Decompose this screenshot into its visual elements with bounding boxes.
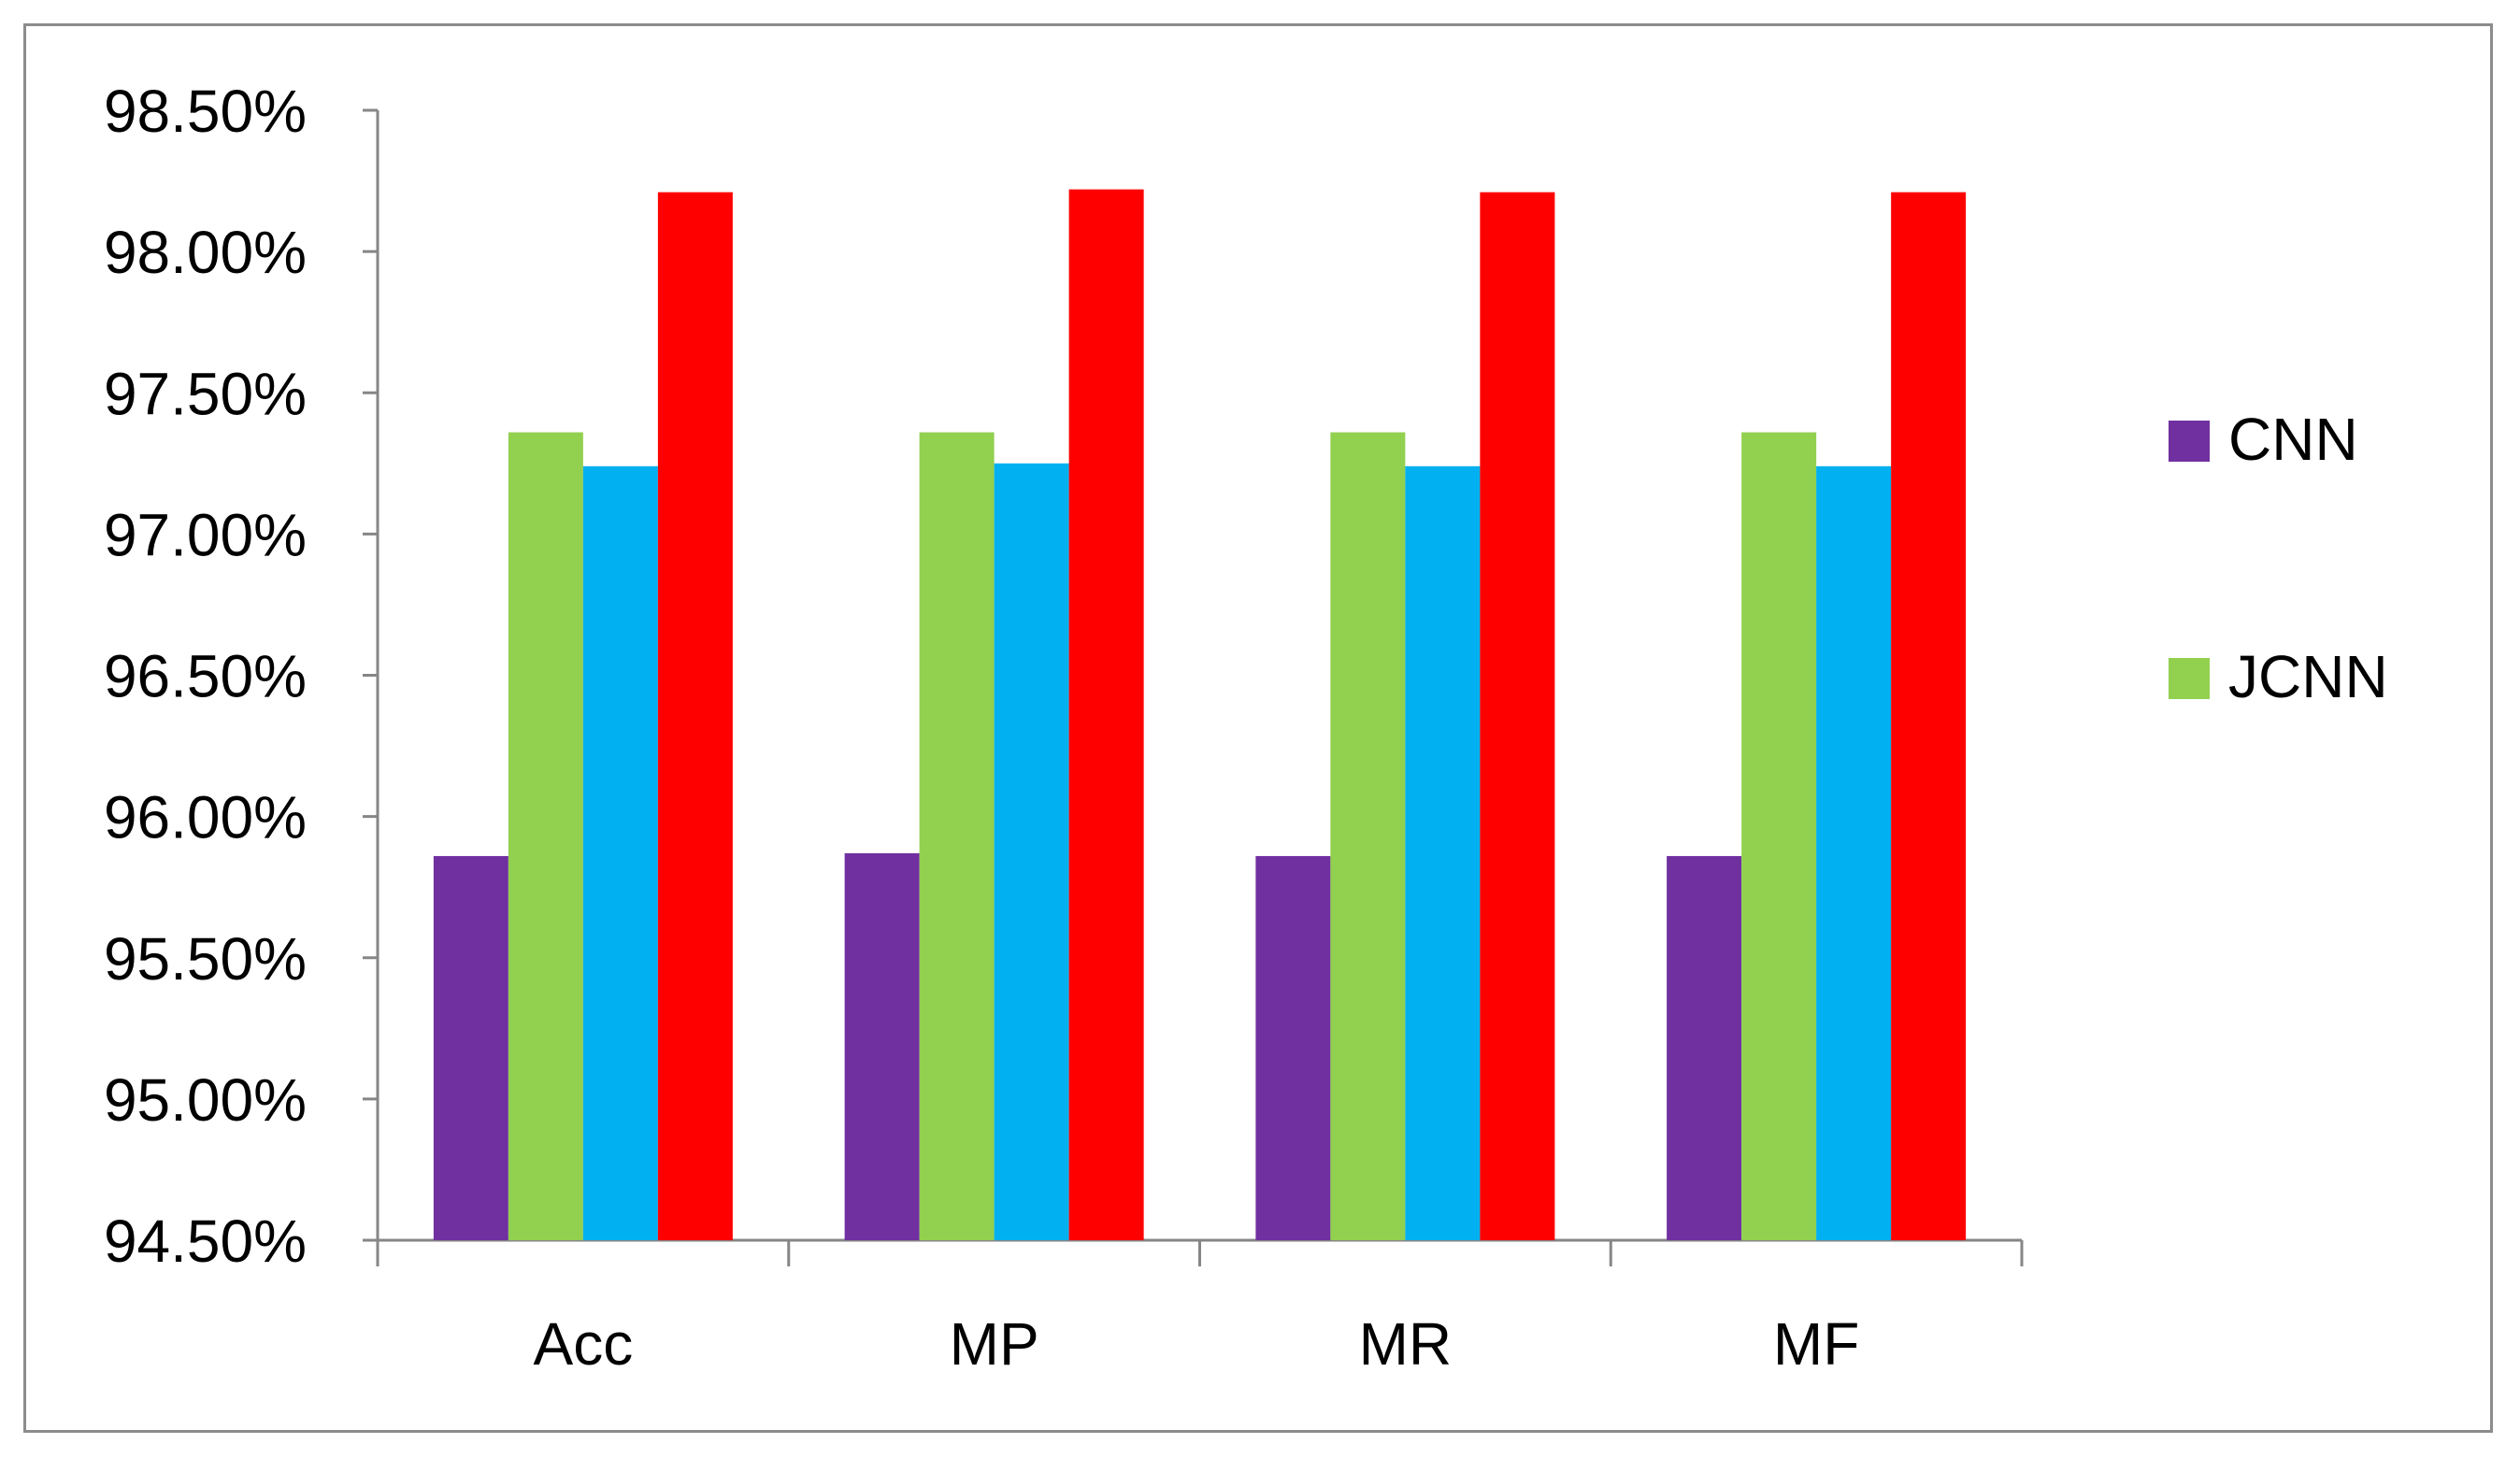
- y-tick-label: 94.50%: [104, 1208, 307, 1275]
- bar-jcnn-mp: [919, 432, 995, 1240]
- y-tick-label: 96.00%: [104, 784, 307, 851]
- legend-swatch: [2169, 658, 2210, 699]
- bar-cnn-acc: [433, 855, 508, 1240]
- x-tick-label: MP: [950, 1310, 1039, 1378]
- x-tick-label: Acc: [534, 1310, 634, 1378]
- legend-label: CNN: [2228, 406, 2358, 473]
- y-tick-label: 97.00%: [104, 501, 307, 568]
- legend-swatch: [2169, 421, 2210, 462]
- bar-series-3-mf: [1816, 465, 1892, 1241]
- legend: CNN JCNN: [2169, 406, 2388, 710]
- x-axis: Acc MP MR MF: [376, 1238, 2024, 1378]
- bar-series-3-mp: [994, 463, 1069, 1240]
- bar-cnn-mr: [1255, 855, 1331, 1240]
- y-axis: 94.50% 95.00% 95.50% 96.00% 96.50% 97.00% 97.5…: [104, 78, 379, 1275]
- y-tick-label: 98.50%: [104, 78, 307, 145]
- bar-series-4-mp: [1068, 189, 1144, 1240]
- y-tick-label: 95.00%: [104, 1066, 307, 1134]
- bar-series-3-mr: [1405, 465, 1481, 1241]
- bar-series-4-mr: [1480, 192, 1555, 1241]
- bar-cnn-mf: [1667, 855, 1742, 1240]
- y-tick-label: 96.50%: [104, 643, 307, 710]
- bar-series-3-acc: [582, 465, 658, 1241]
- bar-series-4-acc: [657, 192, 733, 1241]
- legend-label: JCNN: [2228, 643, 2388, 710]
- bars: [433, 189, 1967, 1241]
- y-tick-label: 98.00%: [104, 219, 307, 286]
- bar-jcnn-mr: [1330, 432, 1406, 1240]
- y-tick-label: 97.50%: [104, 360, 307, 427]
- x-tick-label: MF: [1773, 1310, 1859, 1378]
- y-tick-label: 95.50%: [104, 925, 307, 993]
- bar-jcnn-acc: [508, 432, 583, 1240]
- bar-series-4-mf: [1891, 192, 1967, 1241]
- bar-jcnn-mf: [1741, 432, 1817, 1240]
- bar-cnn-mp: [844, 852, 920, 1240]
- x-tick-label: MR: [1359, 1310, 1453, 1378]
